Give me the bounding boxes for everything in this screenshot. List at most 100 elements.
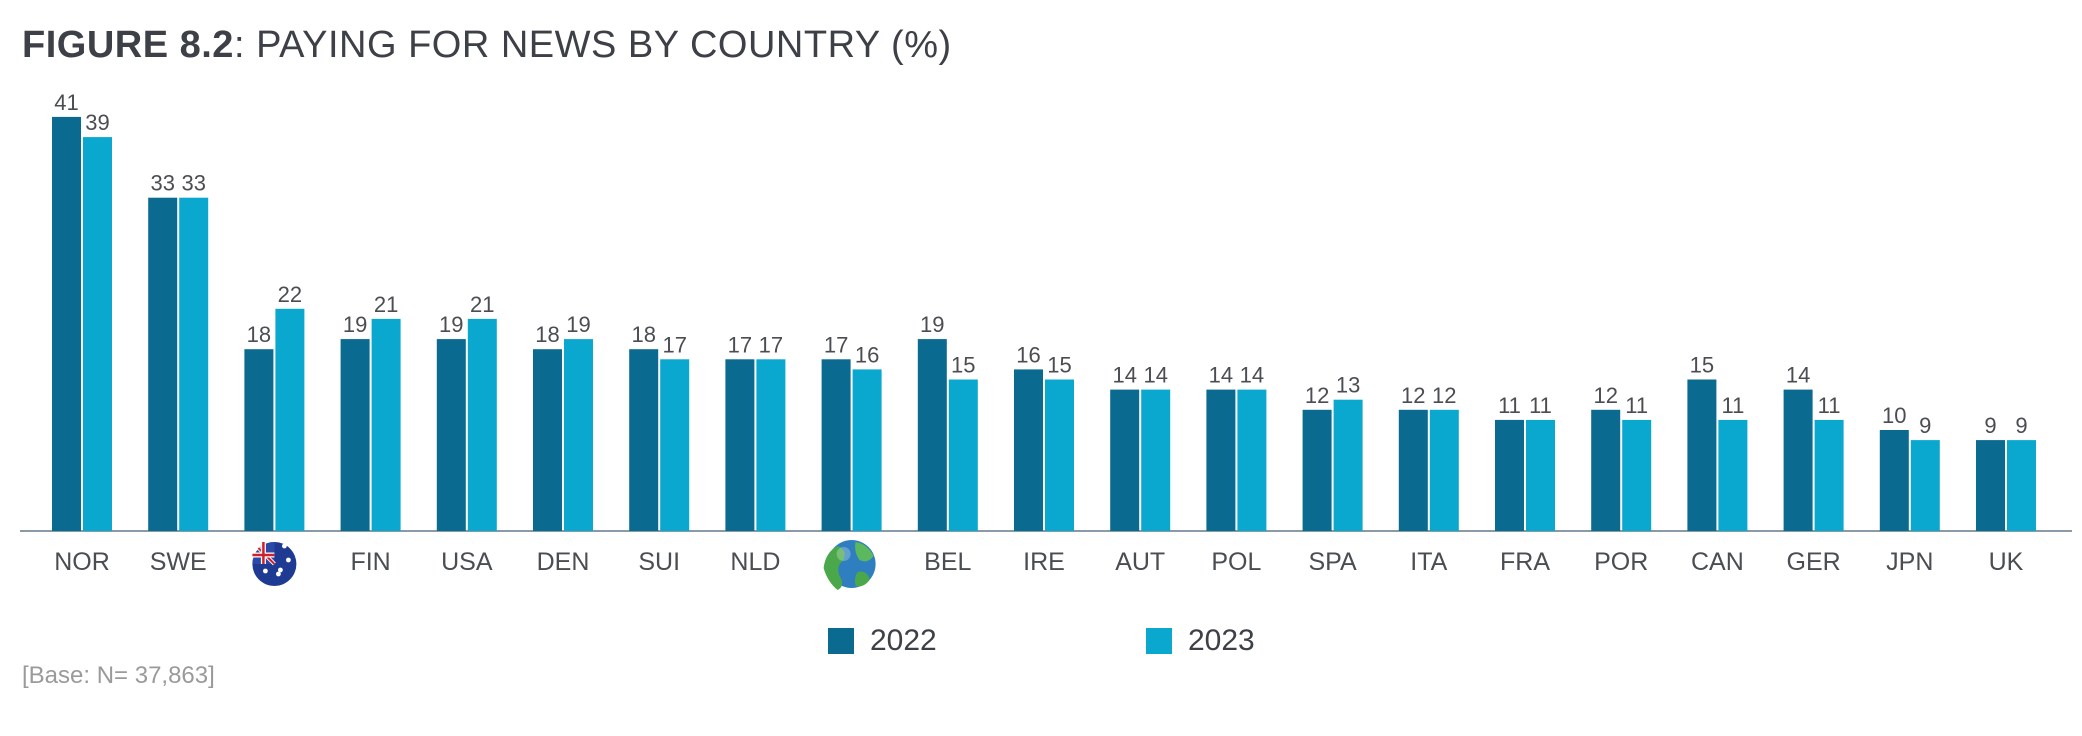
bar-uk-2023 bbox=[2007, 440, 2036, 531]
base-note: [Base: N= 37,863] bbox=[22, 662, 215, 689]
value-label-fin-2022: 19 bbox=[343, 312, 367, 337]
bar-global-2023 bbox=[852, 369, 882, 531]
value-label-global-2022: 17 bbox=[824, 332, 848, 357]
bar-ger-2022 bbox=[1783, 389, 1813, 531]
bar-ire-2023 bbox=[1045, 379, 1074, 531]
category-label-sui: SUI bbox=[638, 548, 680, 576]
bar-aus-2022 bbox=[244, 349, 274, 531]
category-label-uk: UK bbox=[1989, 548, 2024, 576]
bar-chart: 41 39 NOR 33 33 SWE 18 22 19 21 FIN 19 21 USA 18 19 DEN 1… bbox=[20, 90, 2072, 590]
value-label-spa-2023: 13 bbox=[1336, 373, 1360, 398]
legend-swatch-2023 bbox=[1146, 628, 1172, 654]
value-label-jpn-2022: 10 bbox=[1882, 403, 1906, 428]
category-label-ire: IRE bbox=[1023, 548, 1065, 576]
value-label-fra-2022: 11 bbox=[1498, 393, 1521, 418]
value-label-uk-2023: 9 bbox=[2015, 413, 2027, 438]
category-label-swe: SWE bbox=[150, 548, 207, 576]
legend-item-2022: 2022 bbox=[828, 624, 937, 658]
value-label-ita-2023: 12 bbox=[1432, 383, 1456, 408]
value-label-uk-2022: 9 bbox=[1984, 413, 1996, 438]
category-label-por: POR bbox=[1594, 548, 1648, 576]
bar-fin-2022 bbox=[340, 339, 370, 531]
figure-caption: : PAYING FOR NEWS BY COUNTRY (%) bbox=[233, 24, 952, 66]
bar-spa-2022 bbox=[1302, 409, 1332, 531]
bar-nld-2023 bbox=[756, 359, 786, 531]
bar-swe-2023 bbox=[179, 197, 209, 531]
value-label-aut-2022: 14 bbox=[1112, 363, 1136, 388]
value-label-fin-2023: 21 bbox=[374, 292, 398, 317]
category-label-can: CAN bbox=[1691, 548, 1744, 576]
value-label-aus-2023: 22 bbox=[278, 282, 302, 307]
bar-ita-2023 bbox=[1429, 409, 1459, 531]
legend-item-2023: 2023 bbox=[1146, 624, 1255, 658]
bar-fra-2022 bbox=[1495, 419, 1524, 531]
legend-swatch-2022 bbox=[828, 628, 854, 654]
value-label-pol-2023: 14 bbox=[1240, 363, 1264, 388]
category-label-jpn: JPN bbox=[1886, 548, 1933, 576]
value-label-nld-2022: 17 bbox=[728, 332, 752, 357]
category-label-den: DEN bbox=[537, 548, 590, 576]
bar-global-2022 bbox=[821, 359, 851, 531]
value-label-nor-2022: 41 bbox=[54, 90, 78, 115]
category-label-nld: NLD bbox=[730, 548, 780, 576]
value-label-den-2022: 18 bbox=[535, 322, 559, 347]
category-label-nor: NOR bbox=[54, 548, 110, 576]
figure-number: FIGURE 8.2 bbox=[22, 24, 234, 66]
value-label-sui-2023: 17 bbox=[662, 332, 686, 357]
bar-uk-2022 bbox=[1976, 440, 2005, 531]
bar-ita-2022 bbox=[1398, 409, 1428, 531]
category-label-ger: GER bbox=[1787, 548, 1841, 576]
value-label-spa-2022: 12 bbox=[1305, 383, 1329, 408]
value-label-nld-2023: 17 bbox=[759, 332, 783, 357]
category-label-fra: FRA bbox=[1500, 548, 1550, 576]
bar-por-2023 bbox=[1622, 419, 1652, 531]
value-label-por-2022: 12 bbox=[1593, 383, 1617, 408]
category-label-pol: POL bbox=[1211, 548, 1261, 576]
value-label-aus-2022: 18 bbox=[247, 322, 271, 347]
bar-aus-2023 bbox=[275, 308, 305, 531]
value-label-usa-2023: 21 bbox=[470, 292, 494, 317]
globe-icon bbox=[823, 540, 876, 590]
bar-nor-2023 bbox=[83, 137, 112, 531]
bar-aut-2023 bbox=[1141, 389, 1171, 531]
bar-pol-2023 bbox=[1237, 389, 1267, 531]
value-label-sui-2022: 18 bbox=[631, 322, 655, 347]
bar-fra-2023 bbox=[1526, 419, 1555, 531]
value-label-por-2023: 11 bbox=[1625, 393, 1648, 418]
bar-pol-2022 bbox=[1206, 389, 1236, 531]
bar-fin-2023 bbox=[371, 318, 401, 531]
category-label-ita: ITA bbox=[1410, 548, 1447, 576]
value-label-global-2023: 16 bbox=[855, 342, 879, 367]
bar-swe-2022 bbox=[148, 197, 178, 531]
category-label-bel: BEL bbox=[924, 548, 971, 576]
bar-bel-2023 bbox=[948, 379, 978, 531]
bar-ire-2022 bbox=[1014, 369, 1043, 531]
legend-label-2022: 2022 bbox=[870, 624, 937, 657]
bar-can-2023 bbox=[1718, 419, 1748, 531]
bar-den-2022 bbox=[533, 349, 562, 531]
value-label-can-2022: 15 bbox=[1690, 353, 1714, 378]
value-label-bel-2022: 19 bbox=[920, 312, 944, 337]
bar-nor-2022 bbox=[52, 116, 81, 532]
bar-aut-2022 bbox=[1110, 389, 1140, 531]
australia-flag-icon bbox=[252, 542, 297, 586]
bar-ger-2023 bbox=[1814, 419, 1844, 531]
category-label-fin: FIN bbox=[350, 548, 390, 576]
category-label-usa: USA bbox=[441, 548, 493, 576]
bar-sui-2023 bbox=[660, 359, 690, 531]
legend-label-2023: 2023 bbox=[1188, 624, 1255, 657]
bar-nld-2022 bbox=[725, 359, 755, 531]
bar-usa-2023 bbox=[467, 318, 497, 531]
value-label-swe-2022: 33 bbox=[150, 171, 174, 196]
bar-por-2022 bbox=[1591, 409, 1621, 531]
value-label-jpn-2023: 9 bbox=[1919, 413, 1931, 438]
chart-title: FIGURE 8.2: PAYING FOR NEWS BY COUNTRY (… bbox=[22, 24, 952, 67]
bar-can-2022 bbox=[1687, 379, 1717, 531]
value-label-ger-2023: 11 bbox=[1818, 393, 1841, 418]
value-label-ger-2022: 14 bbox=[1786, 363, 1810, 388]
bar-jpn-2023 bbox=[1910, 440, 1940, 531]
category-label-aut: AUT bbox=[1115, 548, 1165, 576]
value-label-usa-2022: 19 bbox=[439, 312, 463, 337]
value-label-ire-2023: 15 bbox=[1047, 353, 1071, 378]
value-label-fra-2023: 11 bbox=[1529, 393, 1552, 418]
